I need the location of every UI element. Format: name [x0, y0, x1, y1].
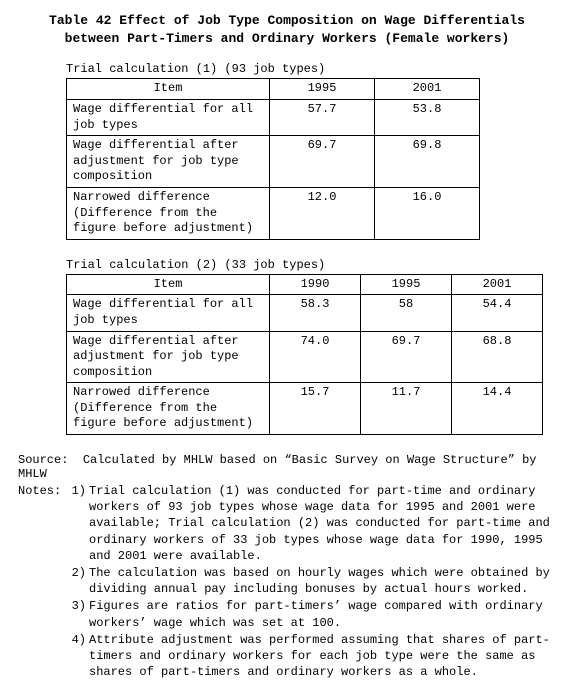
note-text: The calculation was based on hourly wage…: [89, 565, 556, 597]
table1-caption: Trial calculation (1) (93 job types): [66, 62, 556, 76]
row-label: Wage differential for all job types: [67, 99, 270, 135]
source-label: Source:: [18, 453, 68, 467]
row-value: 69.8: [375, 136, 480, 188]
row-value: 12.0: [270, 187, 375, 239]
source-line: Source: Calculated by MHLW based on “Bas…: [18, 453, 556, 481]
table-row: Wage differential for all job types 57.7…: [67, 99, 480, 135]
note-number: 4): [68, 632, 89, 681]
table1-header-year: 1995: [270, 79, 375, 100]
note-item: 2) The calculation was based on hourly w…: [18, 565, 556, 597]
note-text: Attribute adjustment was performed assum…: [89, 632, 556, 681]
row-value: 58: [361, 295, 452, 331]
row-value: 58.3: [270, 295, 361, 331]
notes-label-spacer: [18, 565, 68, 597]
table2-caption: Trial calculation (2) (33 job types): [66, 258, 556, 272]
row-label: Narrowed difference (Difference from the…: [67, 383, 270, 435]
row-value: 16.0: [375, 187, 480, 239]
row-value: 57.7: [270, 99, 375, 135]
row-label: Wage differential after adjustment for j…: [67, 331, 270, 383]
table1-header-year: 2001: [375, 79, 480, 100]
row-value: 68.8: [452, 331, 543, 383]
table-row: Wage differential for all job types 58.3…: [67, 295, 543, 331]
note-item: Notes: 1) Trial calculation (1) was cond…: [18, 483, 556, 564]
note-number: 3): [68, 598, 89, 630]
notes-label-spacer: [18, 632, 68, 681]
note-text: Figures are ratios for part-timers’ wage…: [89, 598, 556, 630]
row-value: 15.7: [270, 383, 361, 435]
notes-block: Notes: 1) Trial calculation (1) was cond…: [18, 483, 556, 680]
row-label: Narrowed difference (Difference from the…: [67, 187, 270, 239]
row-value: 14.4: [452, 383, 543, 435]
row-value: 69.7: [270, 136, 375, 188]
table-row: Narrowed difference (Difference from the…: [67, 187, 480, 239]
note-number: 2): [68, 565, 89, 597]
row-value: 53.8: [375, 99, 480, 135]
table-row: Wage differential after adjustment for j…: [67, 136, 480, 188]
table-title: Table 42 Effect of Job Type Composition …: [18, 12, 556, 48]
row-value: 69.7: [361, 331, 452, 383]
table2: Item 1990 1995 2001 Wage differential fo…: [66, 274, 543, 435]
notes-label-spacer: [18, 598, 68, 630]
table2-header-year: 2001: [452, 274, 543, 295]
notes-label: Notes:: [18, 483, 68, 564]
title-line2: between Part-Timers and Ordinary Workers…: [65, 31, 510, 46]
note-text: Trial calculation (1) was conducted for …: [89, 483, 556, 564]
table2-header-year: 1995: [361, 274, 452, 295]
row-value: 11.7: [361, 383, 452, 435]
table2-header-year: 1990: [270, 274, 361, 295]
source-text: Calculated by MHLW based on “Basic Surve…: [18, 453, 537, 481]
table-row: Wage differential after adjustment for j…: [67, 331, 543, 383]
table2-header-item: Item: [67, 274, 270, 295]
table1: Item 1995 2001 Wage differential for all…: [66, 78, 480, 239]
row-label: Wage differential for all job types: [67, 295, 270, 331]
row-value: 74.0: [270, 331, 361, 383]
note-item: 3) Figures are ratios for part-timers’ w…: [18, 598, 556, 630]
note-number: 1): [68, 483, 89, 564]
table-row: Narrowed difference (Difference from the…: [67, 383, 543, 435]
row-label: Wage differential after adjustment for j…: [67, 136, 270, 188]
title-line1: Table 42 Effect of Job Type Composition …: [49, 13, 525, 28]
table1-header-item: Item: [67, 79, 270, 100]
note-item: 4) Attribute adjustment was performed as…: [18, 632, 556, 681]
row-value: 54.4: [452, 295, 543, 331]
